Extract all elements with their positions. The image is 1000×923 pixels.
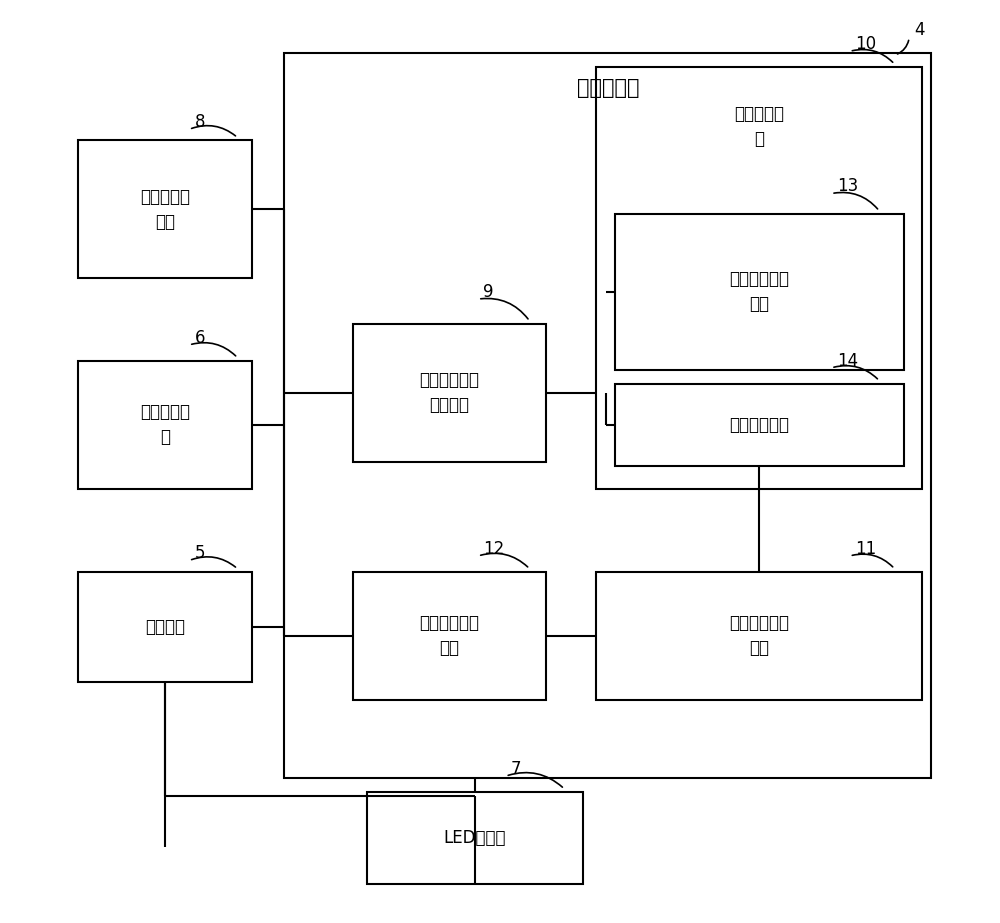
Text: LED灯模组: LED灯模组 [444, 829, 506, 846]
Text: 11: 11 [855, 540, 876, 557]
Text: 控制指令接收
解析模块: 控制指令接收 解析模块 [420, 371, 480, 414]
Text: 第一控制器: 第一控制器 [577, 78, 639, 98]
Text: 9: 9 [483, 282, 494, 301]
Bar [353, 324, 546, 462]
Bar [78, 571, 252, 682]
Text: 4: 4 [915, 21, 925, 40]
Bar [367, 792, 583, 883]
Text: 10: 10 [855, 35, 876, 53]
Text: 5: 5 [194, 545, 205, 562]
Bar [353, 571, 546, 700]
Text: 6: 6 [194, 329, 205, 347]
Bar [284, 54, 931, 778]
Bar [596, 571, 922, 700]
Text: 操作信息反馈
模块: 操作信息反馈 模块 [420, 615, 480, 657]
Text: 7: 7 [511, 760, 522, 778]
Bar [615, 214, 904, 370]
Text: 第一触摸显
示屏: 第一触摸显 示屏 [140, 187, 190, 231]
Bar [78, 361, 252, 489]
Text: 14: 14 [837, 352, 858, 369]
Bar [615, 384, 904, 466]
Text: 内容信息显示
模块: 内容信息显示 模块 [729, 270, 789, 313]
Text: 用户动作识别
模块: 用户动作识别 模块 [729, 615, 789, 657]
Text: 13: 13 [837, 177, 858, 196]
Bar [596, 67, 922, 489]
Text: 12: 12 [483, 540, 505, 557]
Text: 动作执行模
块: 动作执行模 块 [734, 105, 784, 148]
Bar [78, 140, 252, 278]
Text: 8: 8 [194, 113, 205, 131]
Text: 颜色显示模块: 颜色显示模块 [729, 415, 789, 434]
Text: 第一通讯模
块: 第一通讯模 块 [140, 403, 190, 447]
Text: 电源模块: 电源模块 [145, 617, 185, 636]
